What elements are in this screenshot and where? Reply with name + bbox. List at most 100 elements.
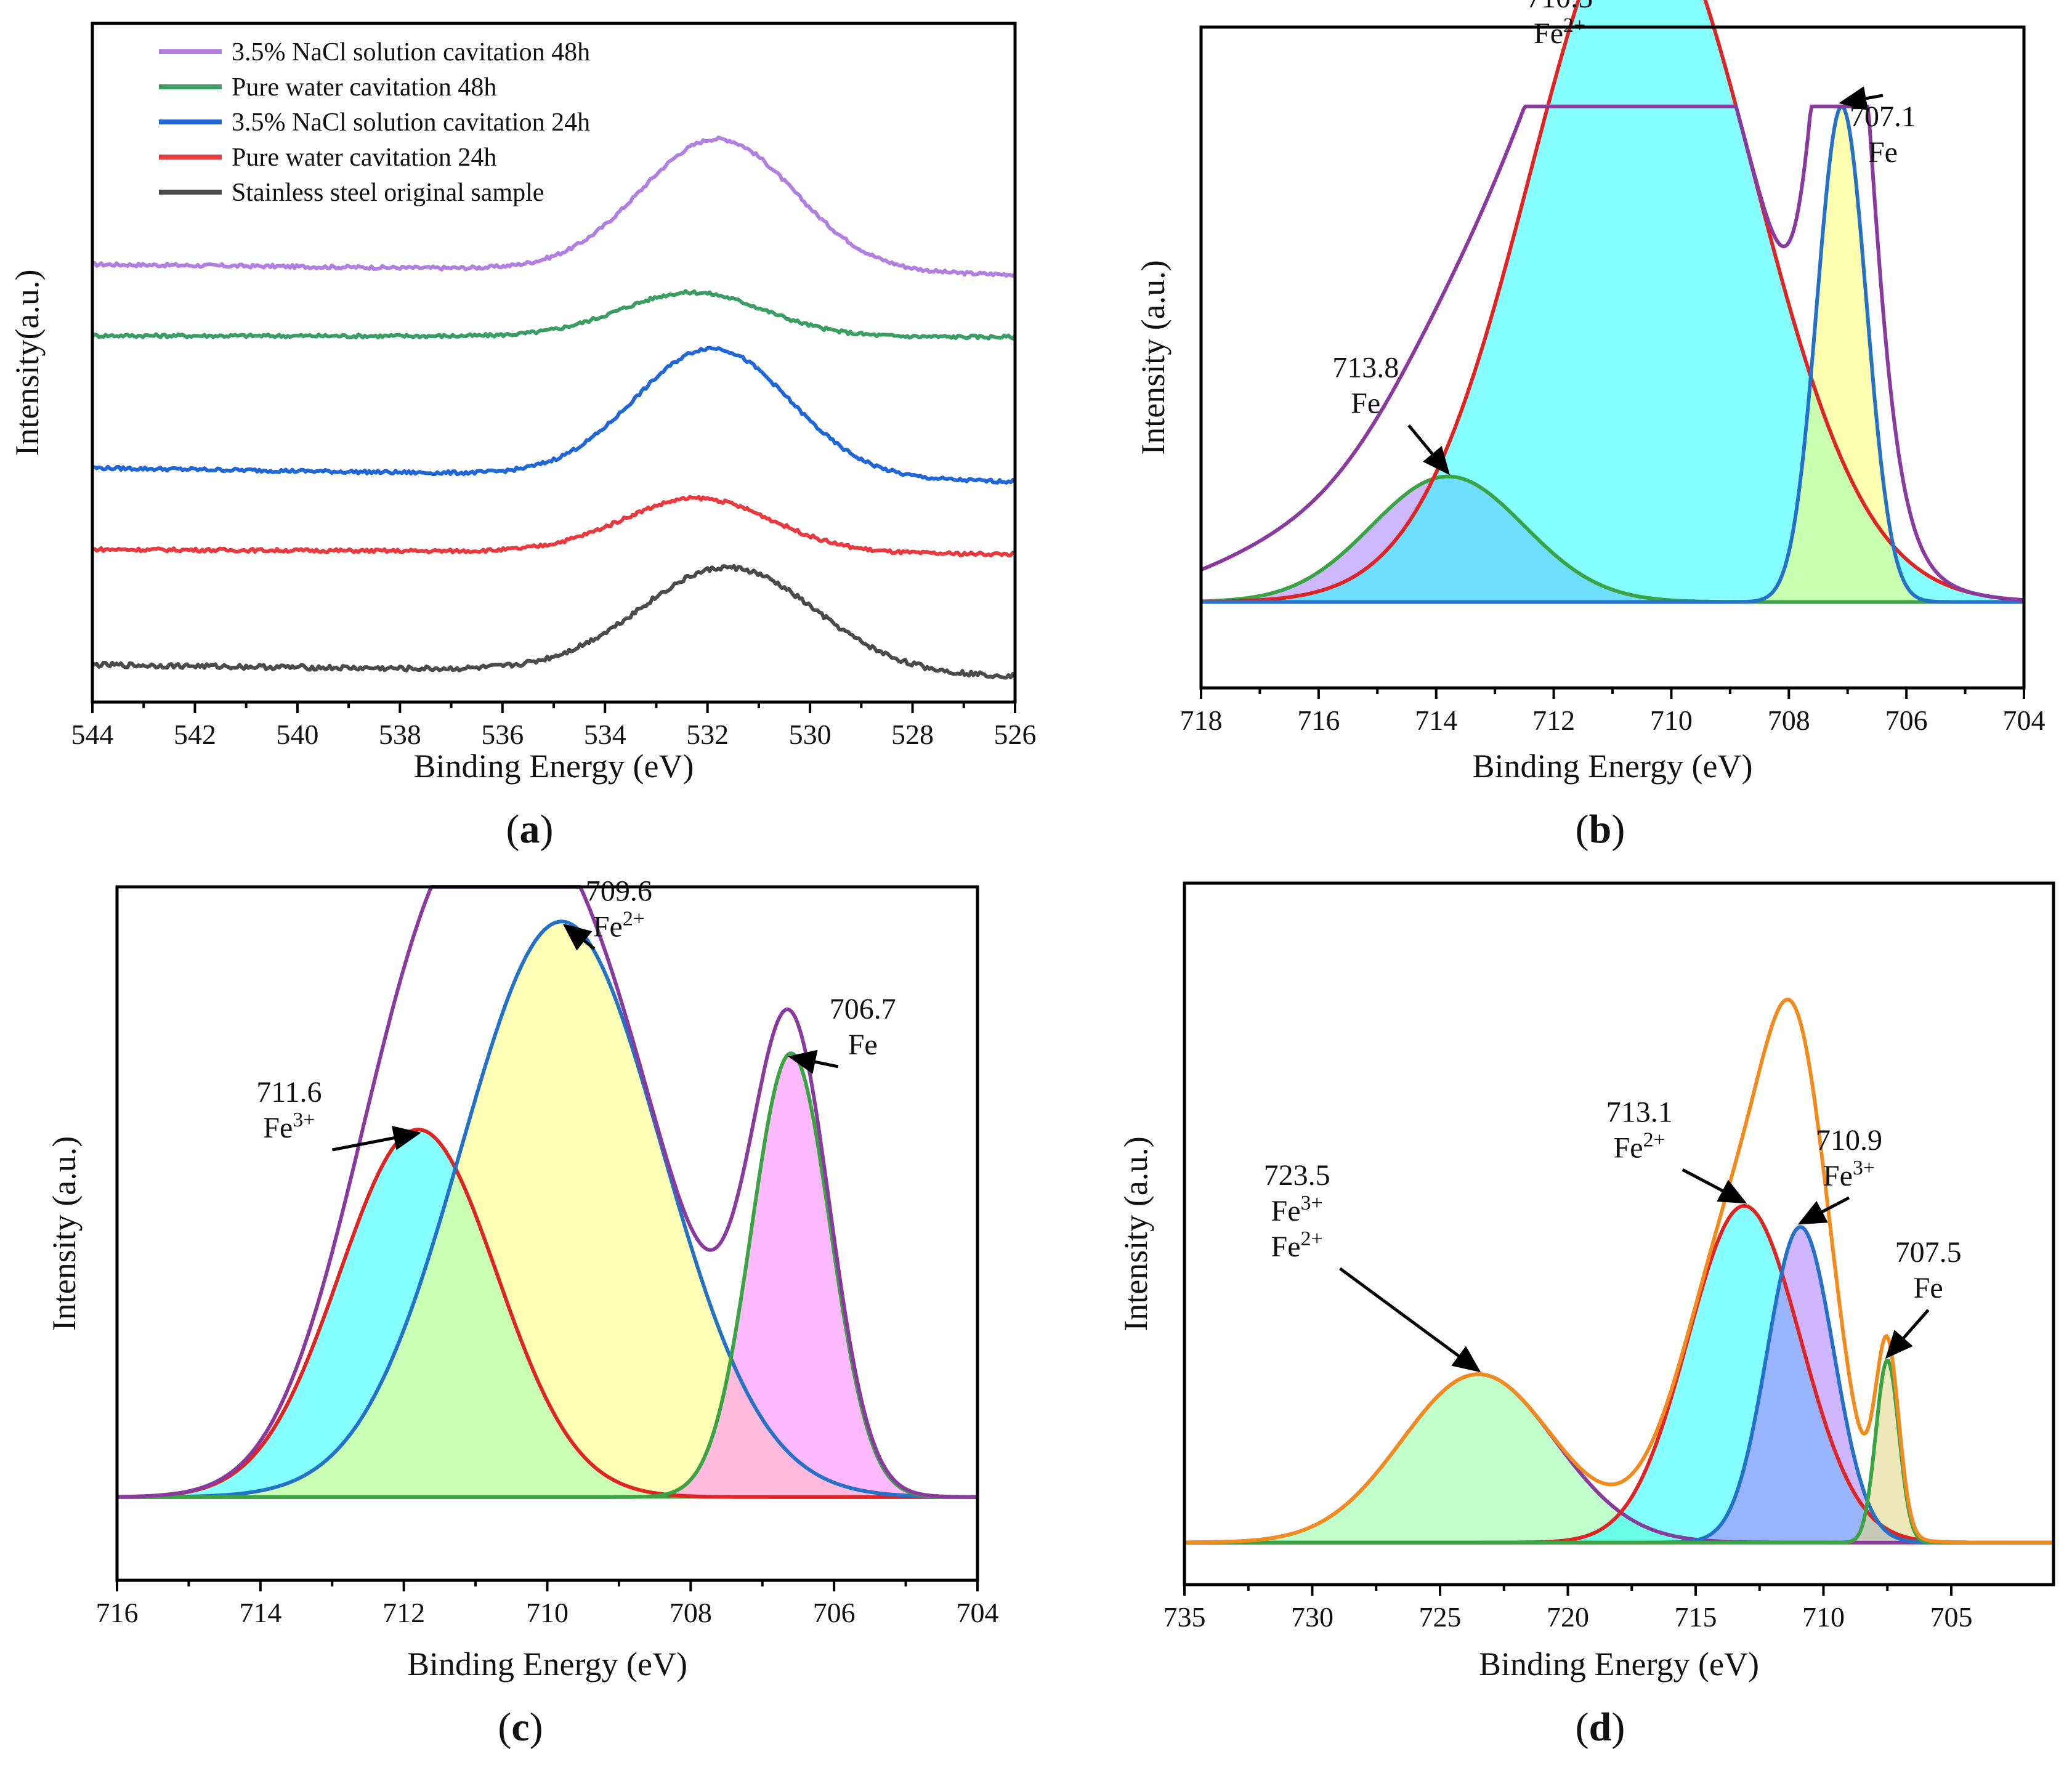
legend-label: Pure water cavitation 48h [232, 73, 496, 102]
x-tick-label: 730 [1291, 1601, 1333, 1633]
x-tick-label: 712 [382, 1597, 425, 1628]
peak-annotation: 710.5Fe2+ [1526, 0, 1593, 50]
annotation-label: Fe2+ [1614, 1128, 1665, 1165]
component-fill [1520, 1205, 1969, 1543]
annotation-label: 707.1 [1850, 100, 1916, 133]
panel-label: (b) [1576, 807, 1625, 852]
legend-label: 3.5% NaCl solution cavitation 48h [232, 38, 590, 67]
x-tick-label: 538 [379, 719, 421, 750]
peak-annotation: 707.5Fe [1885, 1236, 1962, 1359]
legend-label: Stainless steel original sample [232, 179, 544, 207]
annotation-label: Fe [1914, 1272, 1943, 1304]
x-tick-label: 704 [2003, 705, 2046, 736]
x-tick-label: 715 [1675, 1601, 1717, 1633]
x-tick-label: 528 [891, 719, 934, 750]
chart-panel-a: 544 542 540 538 536 534 532 530 528 526 Binding En… [9, 22, 1037, 852]
x-tick-label: 708 [670, 1597, 712, 1628]
component-line [1200, 474, 2024, 604]
x-tick-label: 710 [1802, 1601, 1845, 1633]
annotation-label: 706.7 [830, 993, 896, 1025]
x-tick-label: 544 [71, 719, 114, 750]
annotation-arrow [331, 1126, 421, 1152]
legend-label: 3.5% NaCl solution cavitation 24h [232, 108, 590, 137]
x-axis-label: Binding Energy (eV) [1479, 1646, 1759, 1683]
annotation-arrow [1339, 1267, 1481, 1373]
legend: 3.5% NaCl solution cavitation 48h Pure wa… [159, 38, 590, 207]
annotation-label: 709.6 [586, 875, 652, 908]
x-tick-label: 710 [526, 1597, 569, 1628]
x-tick-label: 716 [1297, 705, 1340, 736]
x-tick-label: 725 [1419, 1601, 1462, 1633]
x-tick-label: 532 [686, 719, 729, 750]
x-tick-label: 534 [584, 719, 626, 750]
plot-frame [1183, 881, 2055, 1586]
x-tick-label: 714 [239, 1597, 281, 1628]
peak-annotation: 706.7Fe [788, 993, 896, 1074]
annotation-label: 713.8 [1332, 352, 1399, 384]
peak-annotation: 713.8Fe [1332, 352, 1450, 475]
component-fill [1744, 106, 1940, 602]
x-tick-label: 706 [1885, 705, 1928, 736]
component-line [117, 1051, 977, 1499]
series-line [92, 495, 1016, 557]
y-axis-label: Intensity(a.u.) [9, 270, 46, 456]
envelope-line [1200, 104, 2025, 602]
plot-frame [115, 885, 979, 1582]
x-axis-label: Binding Energy (eV) [1473, 748, 1753, 785]
component-fill [1667, 1227, 1932, 1543]
x-tick-label: 714 [1415, 705, 1457, 736]
peak-annotation: 707.1Fe [1839, 86, 1916, 169]
component-line [116, 1128, 977, 1499]
annotation-arrow [1681, 1168, 1747, 1204]
y-axis-label: Intensity (a.u.) [1117, 1136, 1154, 1331]
annotation-label: 710.5 [1526, 0, 1593, 14]
annotation-arrow [1839, 86, 1884, 111]
panel-label: (a) [506, 807, 554, 852]
annotation-label: Fe2+ [1534, 14, 1585, 50]
annotation-label: Fe [1868, 136, 1898, 169]
x-tick-label: 540 [276, 719, 318, 750]
envelope-line [1184, 998, 2054, 1545]
component-fill [1841, 1360, 1932, 1543]
annotation-label: Fe3+ [1823, 1156, 1875, 1192]
x-tick-label: 708 [1768, 705, 1810, 736]
x-tick-label: 718 [1180, 705, 1223, 736]
annotation-label: 713.1 [1606, 1096, 1673, 1128]
annotation-arrow [788, 1049, 839, 1074]
x-tick-label: 720 [1547, 1601, 1589, 1633]
x-tick-label: 536 [481, 719, 524, 750]
annotation-label: 723.5 [1264, 1159, 1330, 1192]
chart-panel-d: 735 730 725 720 715 710 705 Binding Energy (eV)… [1117, 881, 2055, 1750]
annotation-label: 707.5 [1895, 1236, 1962, 1269]
series-line [91, 564, 1017, 680]
x-tick-label: 542 [174, 719, 216, 750]
series-line [91, 346, 1017, 485]
annotation-label: 710.9 [1816, 1124, 1882, 1157]
annotation-label: Fe3+ [1271, 1191, 1323, 1227]
annotation-label: Fe3+ [263, 1109, 315, 1145]
x-tick-label: 716 [96, 1597, 139, 1628]
component-line [1201, 0, 2025, 604]
annotation-arrow [1407, 424, 1450, 475]
x-tick-label: 705 [1930, 1601, 1973, 1633]
x-tick-label: 530 [789, 719, 832, 750]
panel-label: (c) [498, 1705, 543, 1750]
x-tick-label: 526 [994, 719, 1037, 750]
legend-label: Pure water cavitation 24h [232, 143, 496, 172]
x-axis-label: Binding Energy (eV) [407, 1646, 687, 1683]
component-fill [1184, 1374, 1784, 1543]
component-line [117, 919, 977, 1499]
annotation-label: Fe [1351, 387, 1380, 420]
annotation-label: Fe [848, 1028, 878, 1061]
component-fill [160, 921, 962, 1497]
series-line [92, 135, 1016, 278]
component-fill [1201, 0, 2024, 602]
x-tick-label: 706 [813, 1597, 856, 1628]
x-tick-label: 710 [1650, 705, 1693, 736]
chart-panel-c: 716 714 712 710 708 706 704 Binding Energy (eV)… [46, 875, 999, 1750]
plot-frame [91, 22, 1017, 704]
